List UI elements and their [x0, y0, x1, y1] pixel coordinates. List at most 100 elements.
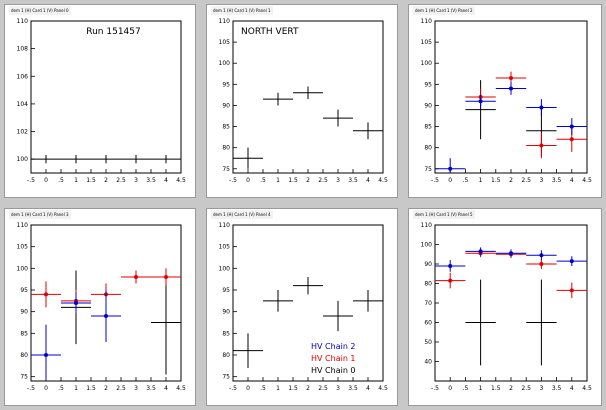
data-point: [556, 256, 587, 266]
chart-svg: 75 80 85 90 95 100 105 110 -.5 0 .5 1 1.5 2 2.5 3 3.5 4 4.…: [421, 18, 592, 184]
x-tick-label: 4: [570, 385, 574, 392]
x-tick-label: .5: [463, 177, 469, 184]
pad-header: dem 1 (H) Card 1 (V) Panel 2: [413, 6, 475, 15]
plot-pad-top-left: dem 1 (H) Card 1 (V) Panel 0 100 102 104 10…: [4, 4, 196, 198]
x-tick-label: 4: [164, 385, 168, 392]
y-tick-label: 90: [222, 309, 230, 316]
y-tick-label: 85: [222, 330, 230, 337]
x-tick-label: 2.5: [116, 385, 126, 392]
y-tick-label: 105: [17, 244, 29, 251]
plot-pad-top-middle: dem 1 (H) Card 1 (V) Panel 1 75 80 85 90 95 1…: [206, 4, 398, 198]
y-tick-label: 105: [219, 244, 231, 251]
marker: [509, 76, 513, 80]
marker: [569, 124, 574, 129]
chart-svg: 75 80 85 90 95 100 105 110 -.5 0 .5 1 1.5 2 2.5 3 3.5 4 4.…: [17, 222, 186, 392]
data-point: [435, 260, 466, 272]
plot-frame: [232, 224, 384, 382]
x-tick-label: .5: [58, 177, 64, 184]
x-tick-label: -.5: [431, 385, 439, 392]
data-point: [151, 270, 181, 375]
data-point: [323, 109, 353, 127]
x-tick-label: 3: [539, 177, 543, 184]
marker: [509, 251, 513, 256]
marker: [509, 86, 513, 91]
chart-svg: 75 80 85 90 95 100 105 110 -.5 0 .5 1 1.5 2 2.5 3 3.5 4 4.…: [219, 222, 388, 392]
x-tick-label: 0: [448, 177, 452, 184]
x-tick-label: 4.5: [176, 385, 186, 392]
legend-entry: HV Chain 0: [311, 366, 356, 375]
y-tick-label: 80: [222, 352, 230, 359]
x-tick-label: 2.5: [521, 385, 531, 392]
marker: [44, 353, 48, 357]
y-tick-label: 75: [222, 166, 230, 173]
x-tick-label: 3: [336, 177, 340, 184]
x-tick-label: 2: [104, 177, 108, 184]
marker: [539, 143, 544, 148]
chart-svg: 75 80 85 90 95 100 105 110 -.5 0 .5 1 1.5 2 2.5 3 3.5 4 4.…: [219, 18, 388, 184]
y-tick-label: 85: [424, 124, 432, 131]
data-point: [526, 250, 557, 261]
y-tick-label: 85: [222, 124, 230, 131]
x-tick-label: 3.5: [552, 385, 562, 392]
x-tick-label: 3.5: [146, 177, 156, 184]
x-tick-label: -.5: [431, 177, 439, 184]
y-tick-label: 100: [219, 265, 231, 272]
x-tick-label: .5: [58, 385, 64, 392]
y-tick-label: 110: [219, 222, 231, 229]
x-tick-label: 3: [539, 385, 543, 392]
y-tick-label: 110: [17, 222, 29, 229]
x-tick-label: 2.5: [318, 385, 328, 392]
x-tick-label: 4.5: [378, 385, 388, 392]
y-tick-label: 95: [222, 81, 230, 88]
x-tick-label: -.5: [229, 177, 237, 184]
x-tick-label: 1: [74, 177, 78, 184]
y-tick-label: 90: [424, 102, 432, 109]
x-tick-label: 0: [246, 385, 250, 392]
data-point: [151, 268, 181, 286]
pad-header: dem 1 (H) Card 1 (V) Panel 4: [211, 210, 273, 219]
x-tick-label: .5: [463, 385, 469, 392]
data-point: [465, 94, 496, 108]
x-tick-label: 1.5: [491, 385, 501, 392]
y-tick-label: 102: [17, 129, 29, 136]
x-tick-label: 1: [276, 385, 280, 392]
marker: [569, 259, 574, 264]
data-point: [526, 132, 557, 159]
y-tick-label: 108: [17, 46, 29, 53]
x-tick-label: 0: [246, 177, 250, 184]
x-tick-label: .5: [260, 385, 266, 392]
y-tick-label: 75: [424, 166, 432, 173]
y-tick-label: 95: [20, 287, 28, 294]
y-tick-label: 80: [424, 145, 432, 152]
y-tick-label: 100: [421, 60, 433, 67]
marker: [448, 166, 453, 171]
plot-frame: [30, 20, 182, 174]
x-tick-label: 2: [306, 385, 310, 392]
y-tick-label: 90: [222, 102, 230, 109]
data-point: [465, 279, 496, 366]
data-point: [121, 270, 151, 284]
data-point: [495, 249, 527, 258]
x-tick-label: 4.5: [582, 385, 592, 392]
y-tick-label: 75: [222, 374, 230, 381]
data-point: [61, 292, 91, 314]
data-point: [353, 290, 383, 312]
x-tick-label: 1: [74, 385, 78, 392]
y-tick-label: 106: [17, 73, 29, 80]
y-tick-label: 105: [421, 39, 433, 46]
data-point: [233, 333, 263, 368]
y-tick-label: 110: [421, 222, 433, 229]
x-tick-label: 2: [509, 177, 513, 184]
x-tick-label: 0: [44, 385, 48, 392]
data-point: [353, 122, 383, 140]
data-point: [556, 118, 587, 135]
x-tick-label: 4.5: [176, 177, 186, 184]
data-point: [526, 99, 557, 116]
x-tick-label: 1.5: [491, 177, 501, 184]
marker: [164, 275, 168, 279]
x-tick-label: 4: [366, 177, 370, 184]
data-point: [435, 272, 466, 289]
data-point: [121, 155, 151, 164]
y-tick-label: 70: [424, 300, 432, 307]
pad-header: dem 1 (H) Card 1 (V) Panel 0: [9, 6, 71, 15]
